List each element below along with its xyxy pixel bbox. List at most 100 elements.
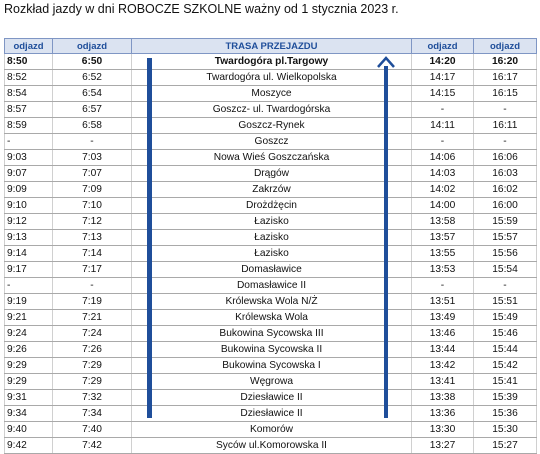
- stop-name-cell: Bukowina Sycowska III: [131, 325, 412, 342]
- departure-cell: 9:26: [4, 341, 53, 358]
- page-title: Rozkład jazdy w dni ROBOCZE SZKOLNE ważn…: [4, 2, 399, 16]
- departure-cell: 15:44: [473, 341, 537, 358]
- departure-cell: 15:36: [473, 405, 537, 422]
- timetable: odjazd odjazd TRASA PRZEJAZDU odjazd odj…: [4, 38, 537, 454]
- departure-cell: 15:39: [473, 389, 537, 406]
- departure-cell: 9:42: [4, 437, 53, 454]
- departure-cell: -: [52, 133, 132, 150]
- departure-cell: 16:02: [473, 181, 537, 198]
- departure-cell: 7:26: [52, 341, 132, 358]
- departure-cell: 8:52: [4, 69, 53, 86]
- departure-cell: 14:03: [411, 165, 474, 182]
- departure-cell: 9:13: [4, 229, 53, 246]
- table-row: 9:26 7:26 Bukowina Sycowska II 13:44 15:44: [4, 341, 537, 358]
- departure-cell: 9:21: [4, 309, 53, 326]
- departure-cell: 13:55: [411, 245, 474, 262]
- departure-cell: 13:44: [411, 341, 474, 358]
- departure-cell: 15:57: [473, 229, 537, 246]
- departure-cell: 7:14: [52, 245, 132, 262]
- departure-cell: 13:46: [411, 325, 474, 342]
- departure-cell: 8:57: [4, 101, 53, 118]
- stop-name-cell: Moszyce: [131, 85, 412, 102]
- departure-cell: 16:00: [473, 197, 537, 214]
- column-header-departure-2: odjazd: [52, 38, 132, 54]
- departure-cell: 15:54: [473, 261, 537, 278]
- departure-cell: 13:27: [411, 437, 474, 454]
- table-row: 9:14 7:14 Łazisko 13:55 15:56: [4, 245, 537, 262]
- departure-cell: 14:02: [411, 181, 474, 198]
- departure-cell: -: [411, 101, 474, 118]
- stop-name-cell: Goszcz- ul. Twardogórska: [131, 101, 412, 118]
- table-row: 9:03 7:03 Nowa Wieś Goszczańska 14:06 16:06: [4, 149, 537, 166]
- table-row: 9:21 7:21 Królewska Wola 13:49 15:49: [4, 309, 537, 326]
- departure-cell: 9:12: [4, 213, 53, 230]
- departure-cell: 7:12: [52, 213, 132, 230]
- departure-cell: 7:24: [52, 325, 132, 342]
- departure-cell: 13:42: [411, 357, 474, 374]
- table-row: 9:13 7:13 Łazisko 13:57 15:57: [4, 229, 537, 246]
- stop-name-cell: Twardogóra ul. Wielkopolska: [131, 69, 412, 86]
- departure-cell: 16:11: [473, 117, 537, 134]
- departure-cell: 9:40: [4, 421, 53, 438]
- departure-cell: 9:29: [4, 373, 53, 390]
- table-row: 9:34 7:34 Dziesławice II 13:36 15:36: [4, 405, 537, 422]
- stop-name-cell: Bukowina Sycowska II: [131, 341, 412, 358]
- departure-cell: -: [473, 277, 537, 294]
- table-row: 8:54 6:54 Moszyce 14:15 16:15: [4, 85, 537, 102]
- departure-cell: 13:57: [411, 229, 474, 246]
- departure-cell: -: [473, 133, 537, 150]
- departure-cell: 14:00: [411, 197, 474, 214]
- table-row: 9:29 7:29 Bukowina Sycowska I 13:42 15:42: [4, 357, 537, 374]
- stop-name-cell: Drągów: [131, 165, 412, 182]
- departure-cell: 16:17: [473, 69, 537, 86]
- departure-cell: -: [4, 133, 53, 150]
- departure-cell: 15:46: [473, 325, 537, 342]
- departure-cell: 7:32: [52, 389, 132, 406]
- departure-cell: -: [52, 277, 132, 294]
- departure-cell: 6:54: [52, 85, 132, 102]
- route-direction-line-down: [147, 58, 152, 418]
- stop-name-cell: Dziesławice II: [131, 389, 412, 406]
- departure-cell: -: [411, 277, 474, 294]
- up-arrow-icon: [377, 56, 395, 68]
- column-header-departure-1: odjazd: [4, 38, 53, 54]
- table-row: 9:31 7:32 Dziesławice II 13:38 15:39: [4, 389, 537, 406]
- departure-cell: 13:38: [411, 389, 474, 406]
- departure-cell: 15:51: [473, 293, 537, 310]
- stop-name-cell: Łazisko: [131, 213, 412, 230]
- column-header-route: TRASA PRZEJAZDU: [131, 38, 412, 54]
- departure-cell: 7:21: [52, 309, 132, 326]
- departure-cell: 16:06: [473, 149, 537, 166]
- stop-name-cell: Łazisko: [131, 229, 412, 246]
- departure-cell: 13:49: [411, 309, 474, 326]
- table-row: - - Goszcz - -: [4, 133, 537, 150]
- departure-cell: 15:49: [473, 309, 537, 326]
- departure-cell: 16:15: [473, 85, 537, 102]
- table-row: 8:52 6:52 Twardogóra ul. Wielkopolska 14:17…: [4, 69, 537, 86]
- departure-cell: 7:09: [52, 181, 132, 198]
- stop-name-cell: Domasławice II: [131, 277, 412, 294]
- departure-cell: 14:11: [411, 117, 474, 134]
- table-row: 9:09 7:09 Zakrzów 14:02 16:02: [4, 181, 537, 198]
- departure-cell: 7:29: [52, 373, 132, 390]
- departure-cell: 7:42: [52, 437, 132, 454]
- departure-cell: 13:41: [411, 373, 474, 390]
- table-row: 8:50 6:50 Twardogóra pl.Targowy 14:20 16:20: [4, 53, 537, 70]
- stop-name-cell: Syców ul.Komorowska II: [131, 437, 412, 454]
- departure-cell: 9:29: [4, 357, 53, 374]
- departure-cell: 16:03: [473, 165, 537, 182]
- stop-name-cell: Nowa Wieś Goszczańska: [131, 149, 412, 166]
- departure-cell: 9:10: [4, 197, 53, 214]
- table-row: 9:17 7:17 Domasławice 13:53 15:54: [4, 261, 537, 278]
- stop-name-cell: Łazisko: [131, 245, 412, 262]
- departure-cell: 14:06: [411, 149, 474, 166]
- departure-cell: 9:31: [4, 389, 53, 406]
- departure-cell: 13:30: [411, 421, 474, 438]
- table-row: 9:24 7:24 Bukowina Sycowska III 13:46 15:46: [4, 325, 537, 342]
- column-header-departure-4: odjazd: [473, 38, 537, 54]
- departure-cell: 7:19: [52, 293, 132, 310]
- departure-cell: 6:50: [52, 53, 132, 70]
- departure-cell: 13:51: [411, 293, 474, 310]
- departure-cell: 7:29: [52, 357, 132, 374]
- departure-cell: 8:50: [4, 53, 53, 70]
